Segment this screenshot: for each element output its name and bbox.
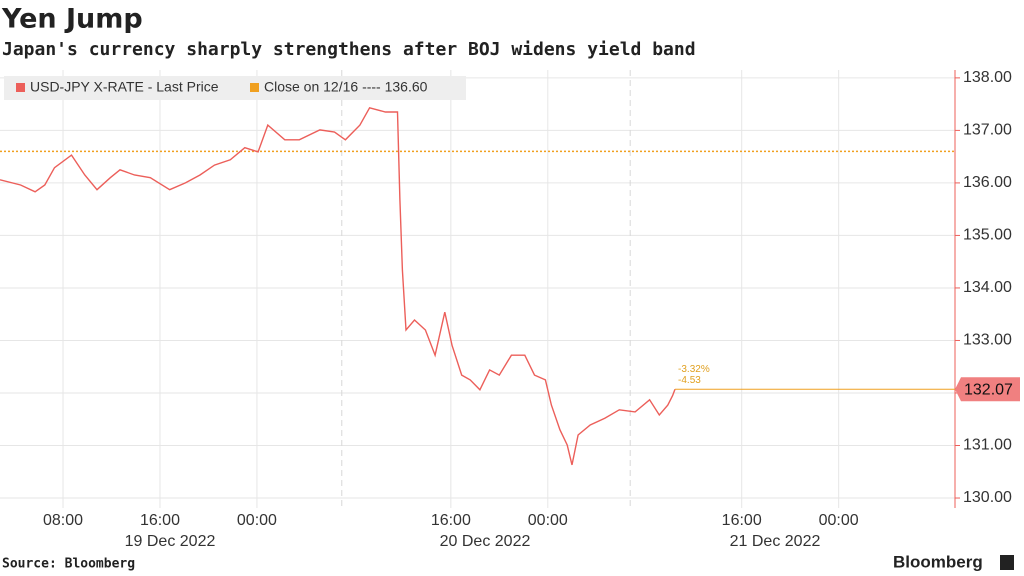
legend-label: Close on 12/16 ---- 136.60 [264,79,428,95]
y-tick-label: 137.00 [963,122,1012,139]
last-label-box [955,377,1020,402]
y-tick-label: 130.00 [963,489,1012,506]
y-tick-label: 136.00 [963,174,1012,191]
x-tick-label: 00:00 [819,512,859,529]
legend-swatch [250,83,259,92]
legend-box [4,76,466,100]
y-tick-label: 138.00 [963,69,1012,86]
date-label: 20 Dec 2022 [440,533,531,550]
date-label: 21 Dec 2022 [730,533,821,550]
y-tick-label: 135.00 [963,227,1012,244]
date-label: 19 Dec 2022 [125,533,216,550]
y-tick-label: 131.00 [963,437,1012,454]
chart-subtitle: Japan's currency sharply strengthens aft… [2,39,696,60]
x-tick-label: 16:00 [722,512,762,529]
brand: Bloomberg [893,552,983,571]
y-tick-label: 134.00 [963,279,1012,296]
x-tick-label: 16:00 [431,512,471,529]
y-tick-label: 133.00 [963,332,1012,349]
x-tick-label: 00:00 [237,512,277,529]
legend-label: USD-JPY X-RATE - Last Price [30,79,219,95]
chart-title: Yen Jump [1,4,143,35]
price-line [0,106,676,466]
annotation: -4.53 [678,375,701,386]
annotation: -3.32% [678,364,710,375]
legend-swatch [16,83,25,92]
x-tick-label: 16:00 [140,512,180,529]
brand-icon [1000,555,1014,570]
source: Source: Bloomberg [2,557,135,572]
last-label: 132.07 [964,382,1013,399]
x-tick-label: 08:00 [43,512,83,529]
x-tick-label: 00:00 [528,512,568,529]
